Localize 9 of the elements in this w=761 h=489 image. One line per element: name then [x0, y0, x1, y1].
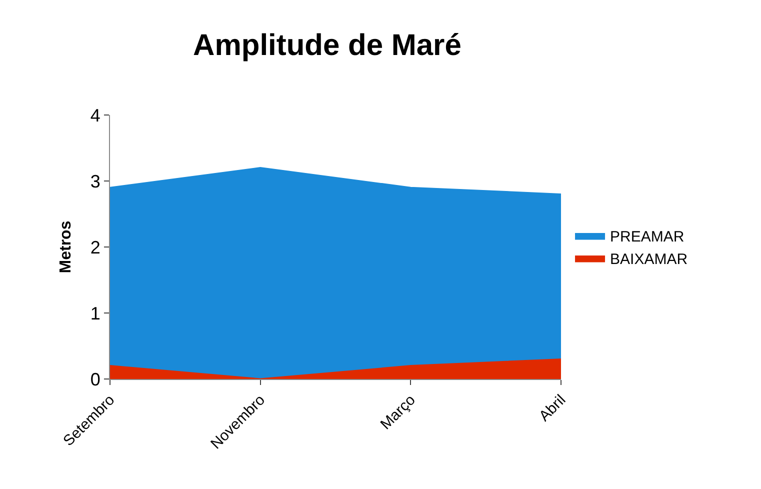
y-tick-label: 3	[90, 171, 100, 192]
y-tick-label: 1	[90, 303, 100, 324]
legend-label: PREAMAR	[610, 228, 684, 246]
y-tick-label: 4	[90, 105, 100, 126]
y-tick-label: 2	[90, 237, 100, 258]
chart-title: Amplitude de Maré	[193, 29, 462, 62]
y-tick-label: 0	[90, 369, 100, 390]
legend-label: BAIXAMAR	[610, 251, 688, 268]
y-axis-title: Metros	[57, 220, 74, 274]
